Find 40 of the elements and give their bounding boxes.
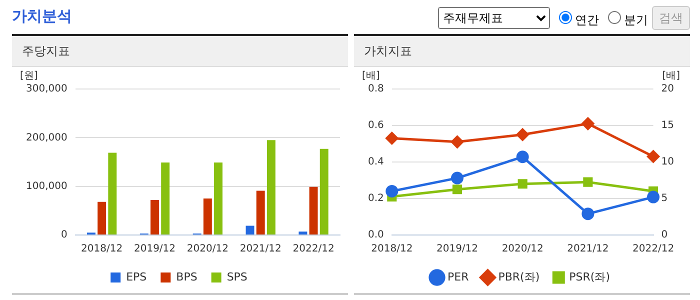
y2-axis-title: [배] xyxy=(662,70,680,82)
x-tick-label: 2021/12 xyxy=(567,244,609,255)
text: 분기 xyxy=(623,12,648,28)
legend-label: BPS xyxy=(176,270,198,284)
legend-label: PBR(좌) xyxy=(498,270,540,284)
chart-title: 주당지표 xyxy=(12,34,348,67)
legend-label: SPS xyxy=(226,270,248,284)
x-tick-label: 2018/12 xyxy=(371,244,413,255)
y-axis-title: [원] xyxy=(20,70,38,82)
y-axis-title: [배] xyxy=(362,70,380,82)
y-tick-label: 0.4 xyxy=(368,156,384,168)
legend-label: PER xyxy=(448,270,470,284)
y2-tick-label: 0 xyxy=(661,230,668,241)
x-tick-label: 2018/12 xyxy=(81,244,123,255)
dropdown: 주재무제표 xyxy=(438,7,550,29)
x-tick-label: 2022/12 xyxy=(292,244,334,255)
y-tick-label: 0.0 xyxy=(368,230,384,241)
y2-tick-label: 5 xyxy=(661,193,668,204)
y-tick-label: 300,000 xyxy=(26,84,68,95)
x-tick-label: 2020/12 xyxy=(502,244,544,255)
y2-tick-label: 10 xyxy=(661,156,674,168)
x-tick-label: 2021/12 xyxy=(240,244,282,255)
x-tick-label: 2019/12 xyxy=(134,244,176,255)
y-tick-label: 0.2 xyxy=(368,193,384,204)
y2-tick-label: 15 xyxy=(661,120,674,132)
legend-label: PSR(좌) xyxy=(569,270,610,284)
y-tick-label: 0.8 xyxy=(368,84,384,95)
search-button: 검색 xyxy=(652,6,690,30)
x-tick-label: 2022/12 xyxy=(632,244,674,255)
y-tick-label: 0.6 xyxy=(368,120,384,132)
x-tick-label: 2019/12 xyxy=(436,244,478,255)
y-tick-label: 0 xyxy=(60,230,68,241)
x-tick-label: 2020/12 xyxy=(186,244,228,255)
y2-tick-label: 20 xyxy=(661,84,674,95)
legend-label: EPS xyxy=(126,270,147,284)
y-tick-label: 200,000 xyxy=(26,132,68,144)
chart-title: 가치지표 xyxy=(354,34,690,67)
text: 가치분석 xyxy=(12,7,72,26)
y-tick-label: 100,000 xyxy=(26,180,68,192)
text: 연간 xyxy=(574,12,599,28)
